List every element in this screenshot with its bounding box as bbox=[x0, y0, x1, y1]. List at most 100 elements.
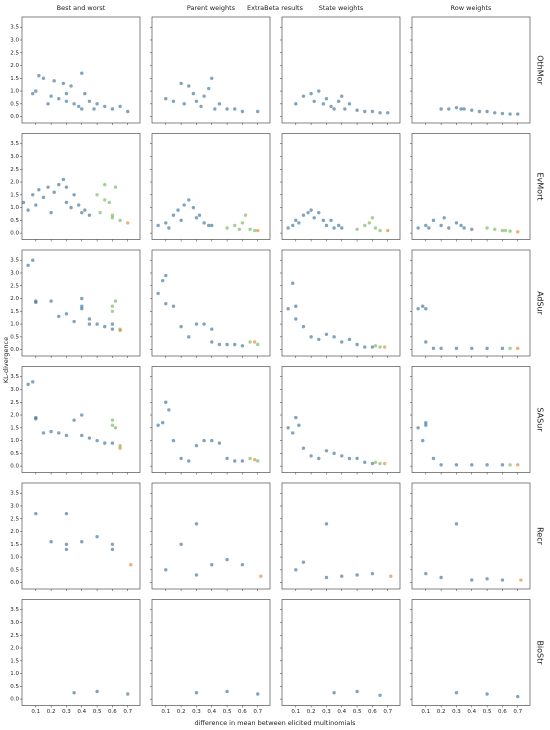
panel-frame bbox=[281, 249, 401, 357]
point bbox=[95, 322, 99, 326]
point bbox=[187, 335, 191, 339]
point bbox=[194, 322, 199, 326]
point bbox=[64, 200, 69, 205]
row-title: SASur bbox=[536, 407, 545, 432]
y-tick-label: 2.5 bbox=[10, 633, 19, 639]
point bbox=[347, 337, 352, 342]
point bbox=[217, 102, 222, 106]
point bbox=[80, 433, 84, 438]
panel-frame bbox=[151, 599, 271, 706]
point bbox=[301, 446, 306, 450]
point bbox=[485, 109, 489, 114]
y-tick-label: 3.5 bbox=[10, 25, 19, 31]
point bbox=[355, 342, 359, 347]
point bbox=[477, 109, 482, 114]
panel-frame bbox=[281, 366, 401, 473]
point bbox=[447, 226, 451, 230]
point bbox=[503, 228, 508, 233]
point bbox=[21, 200, 26, 205]
point bbox=[161, 420, 165, 425]
point bbox=[80, 210, 84, 215]
y-tick-label: 1.5 bbox=[10, 542, 19, 548]
point bbox=[431, 456, 436, 461]
point bbox=[164, 273, 168, 278]
point bbox=[156, 423, 160, 427]
panel-frame bbox=[411, 133, 531, 240]
point bbox=[324, 97, 329, 101]
point bbox=[57, 314, 61, 319]
point bbox=[64, 312, 69, 316]
y-tick-label: 2.5 bbox=[10, 283, 19, 289]
point bbox=[118, 218, 122, 223]
point bbox=[309, 208, 313, 212]
point bbox=[83, 91, 87, 96]
point bbox=[233, 223, 237, 228]
point bbox=[164, 301, 168, 306]
y-tick-label: 0.0 bbox=[10, 231, 19, 237]
point bbox=[329, 218, 333, 223]
point bbox=[312, 99, 316, 103]
point bbox=[187, 198, 191, 202]
point bbox=[485, 577, 489, 581]
point bbox=[439, 575, 443, 580]
point bbox=[233, 342, 237, 347]
y-tick-label: 2.0 bbox=[10, 180, 19, 186]
point bbox=[332, 691, 336, 695]
point bbox=[210, 327, 214, 331]
point bbox=[191, 91, 196, 96]
x-axis-label: difference in mean between elicited mult… bbox=[194, 719, 356, 727]
point bbox=[171, 438, 176, 443]
point bbox=[182, 102, 186, 106]
point bbox=[31, 258, 35, 262]
point bbox=[233, 107, 237, 111]
x-tick-label: 0.3 bbox=[62, 709, 71, 715]
point bbox=[191, 205, 196, 210]
x-tick-label: 0.6 bbox=[238, 709, 247, 715]
y-tick-label: 0.5 bbox=[10, 684, 19, 690]
point bbox=[324, 522, 329, 526]
y-tick-label: 0.5 bbox=[10, 567, 19, 573]
point bbox=[164, 97, 168, 101]
point bbox=[87, 322, 92, 326]
point bbox=[373, 226, 378, 230]
point bbox=[34, 89, 38, 93]
x-tick-label: 0.7 bbox=[253, 709, 262, 715]
point bbox=[340, 454, 344, 458]
point bbox=[57, 97, 61, 101]
point bbox=[233, 459, 237, 463]
point bbox=[309, 454, 313, 458]
point bbox=[340, 574, 344, 578]
y-tick-label: 1.5 bbox=[10, 309, 19, 315]
point bbox=[485, 692, 489, 696]
point bbox=[64, 433, 69, 438]
x-tick-label: 0.2 bbox=[307, 709, 316, 715]
panel-frame bbox=[21, 599, 141, 706]
row-title: BioStr bbox=[536, 640, 545, 665]
point bbox=[256, 109, 260, 114]
point bbox=[416, 426, 420, 430]
point bbox=[439, 107, 443, 111]
y-tick-label: 1.5 bbox=[10, 658, 19, 664]
point bbox=[197, 213, 202, 217]
column-title: Parent weights bbox=[187, 4, 236, 12]
point bbox=[113, 426, 118, 430]
point bbox=[286, 307, 290, 311]
y-axis-label: KL-divergence bbox=[2, 337, 10, 383]
point bbox=[256, 692, 260, 696]
point bbox=[363, 460, 367, 464]
panel-frame bbox=[21, 482, 141, 590]
point bbox=[294, 317, 298, 321]
point bbox=[80, 540, 84, 544]
point bbox=[309, 91, 313, 96]
point bbox=[427, 226, 431, 230]
point bbox=[500, 463, 505, 467]
point bbox=[516, 694, 520, 699]
point bbox=[459, 107, 463, 111]
point bbox=[439, 223, 443, 228]
point bbox=[80, 307, 84, 311]
x-tick-label: 0.7 bbox=[513, 709, 522, 715]
point bbox=[41, 431, 46, 435]
point bbox=[386, 228, 390, 233]
point bbox=[202, 94, 206, 98]
point bbox=[171, 213, 176, 217]
